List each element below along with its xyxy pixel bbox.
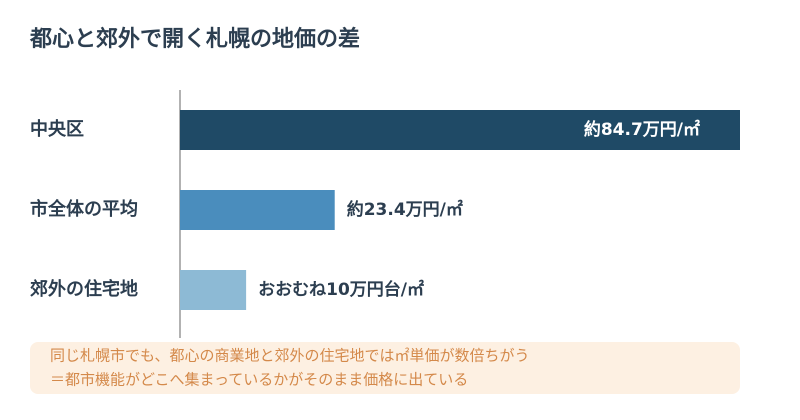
category-label: 市全体の平均	[30, 198, 138, 220]
chart-title: 都心と郊外で開く札幌の地価の差	[29, 26, 360, 52]
value-label: おおむね10万円台/㎡	[258, 279, 424, 300]
note-text: ＝都市機能がどこへ集まっているかがそのまま価格に出ている	[50, 371, 468, 389]
category-label: 郊外の住宅地	[30, 278, 138, 300]
value-label: 約84.7万円/㎡	[584, 119, 700, 140]
bar	[180, 270, 247, 310]
note-text: 同じ札幌市でも、都心の商業地と郊外の住宅地では㎡単価が数倍ちがう	[50, 347, 530, 365]
bar	[180, 190, 335, 230]
value-label: 約23.4万円/㎡	[347, 199, 463, 220]
bar	[180, 110, 740, 150]
category-label: 中央区	[30, 118, 84, 140]
note-box	[30, 342, 740, 394]
